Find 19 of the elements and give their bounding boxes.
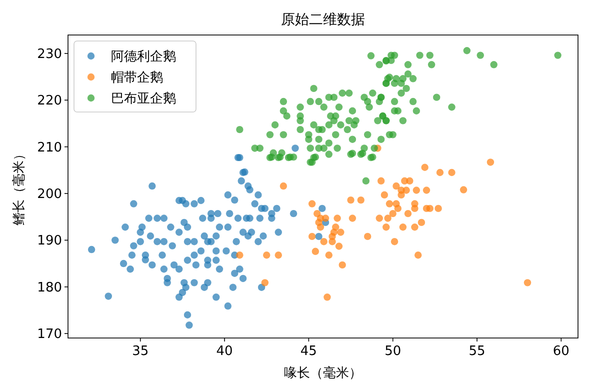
x-tick-label: 55 [468,344,486,359]
x-tick-label: 35 [132,344,149,359]
y-tick-label: 180 [37,280,62,296]
y-tick-label: 220 [37,94,62,109]
legend-label: 帽带企鹅 [111,70,163,86]
chart-title: 原始二维数据 [281,12,365,28]
x-tick-label: 50 [384,344,402,359]
x-tick-label: 45 [300,344,317,359]
y-tick-label: 200 [37,187,62,202]
x-axis-title: 喙长（毫米） [284,365,362,381]
legend-label: 巴布亚企鹅 [111,92,176,106]
y-tick-label: 190 [37,234,62,249]
x-tick-label: 40 [216,344,233,359]
y-axis-title: 鳍长（毫米） [11,148,27,226]
y-tick-label: 170 [37,327,62,342]
x-tick-label: 60 [552,344,570,359]
legend-label: 阿德利企鹅 [111,50,176,64]
y-tick-label: 230 [37,46,62,62]
y-tick-label: 210 [37,140,62,156]
